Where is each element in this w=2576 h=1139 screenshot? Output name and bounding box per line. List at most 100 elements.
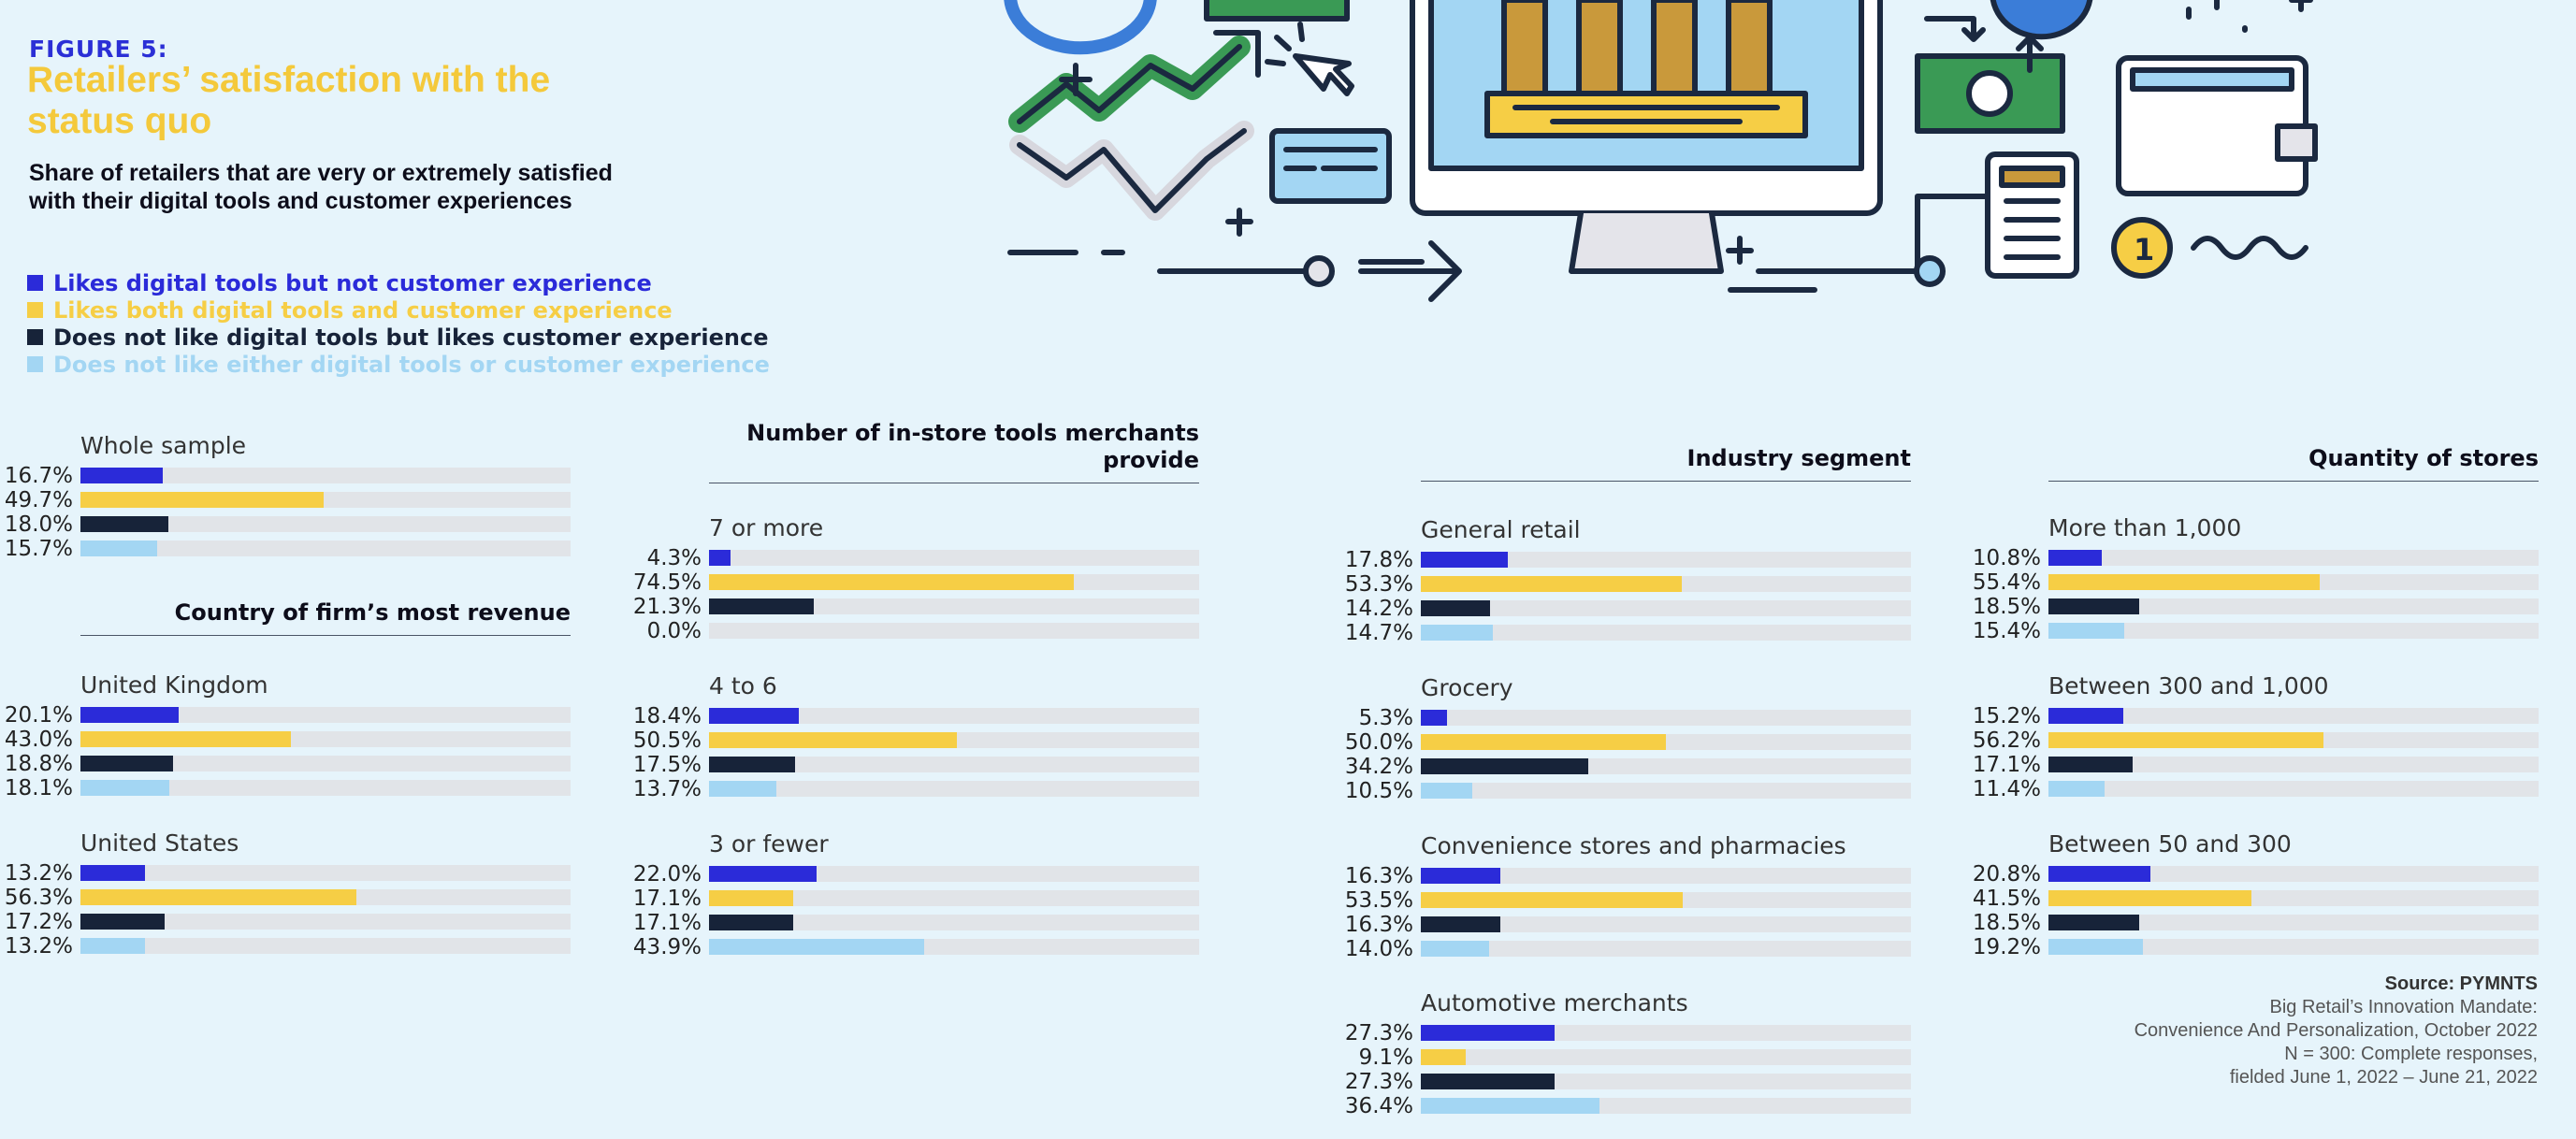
bar-row: 18.5% [1973, 911, 2539, 935]
bar [709, 732, 957, 748]
bar [1421, 941, 1490, 957]
bar-track [1421, 941, 1911, 957]
group-label: Between 50 and 300 [2048, 830, 2292, 858]
bar [2048, 915, 2139, 930]
bar-track [709, 915, 1199, 930]
data-label: 34.2% [1344, 755, 1413, 779]
bar-track [709, 708, 1199, 724]
data-label: 14.7% [1344, 621, 1413, 645]
bar-group: United States 13.2% 56.3% 17.2% 13.2% [5, 829, 571, 960]
bar-track [1421, 625, 1911, 641]
section-title: Quantity of stores [2048, 445, 2539, 482]
bar-row: 17.2% [5, 910, 571, 934]
bar-track [1421, 1049, 1911, 1065]
data-label: 14.2% [1344, 597, 1413, 621]
group-label: Between 300 and 1,000 [2048, 672, 2329, 699]
bar [80, 468, 163, 483]
data-label: 17.1% [1972, 753, 2041, 777]
bar-row: 22.0% [633, 862, 1199, 887]
bar [2048, 757, 2133, 772]
figure-label: FIGURE 5: [29, 36, 168, 63]
bar-row: 20.8% [1973, 862, 2539, 887]
data-label: 10.8% [1972, 546, 2041, 570]
bar-row: 17.5% [633, 753, 1199, 777]
bar-row: 17.1% [633, 887, 1199, 911]
data-label: 14.0% [1344, 937, 1413, 961]
legend-swatch [27, 275, 43, 291]
source-note: Source: PYMNTS Big Retail’s Innovation M… [2135, 973, 2538, 1089]
bar-row: 18.8% [5, 752, 571, 776]
data-label: 18.5% [1972, 595, 2041, 619]
bar-track [709, 866, 1199, 882]
bar-row: 36.4% [1345, 1094, 1911, 1118]
data-label: 15.7% [4, 537, 73, 561]
data-label: 18.5% [1972, 911, 2041, 935]
group-label: 3 or fewer [709, 830, 829, 858]
bar-track [80, 865, 571, 881]
data-label: 18.4% [632, 704, 702, 728]
bar-row: 43.0% [5, 728, 571, 752]
group-label: General retail [1421, 516, 1581, 543]
bar-row: 10.8% [1973, 546, 2539, 570]
bar-track [2048, 866, 2539, 882]
group-label: 4 to 6 [709, 672, 777, 699]
bar-group: General retail 17.8% 53.3% 14.2% 14.7% [1345, 516, 1911, 647]
bar [1421, 576, 1683, 592]
bar [80, 780, 169, 796]
source-line: fielded June 1, 2022 – June 21, 2022 [2229, 1067, 2538, 1088]
bar-track [1421, 552, 1911, 568]
bar-row: 18.4% [633, 704, 1199, 728]
bar-track [2048, 598, 2539, 614]
bar-track [709, 623, 1199, 639]
svg-text:1: 1 [2134, 232, 2154, 267]
bar-track [2048, 939, 2539, 955]
bar [709, 781, 776, 797]
bar-track [1421, 576, 1911, 592]
data-label: 9.1% [1358, 1045, 1413, 1070]
data-label: 56.2% [1972, 728, 2041, 753]
bar-row: 5.3% [1359, 706, 1911, 730]
bar-track [80, 756, 571, 771]
bar-row: 50.5% [633, 728, 1199, 753]
bar-track [1421, 1098, 1911, 1114]
bar-row: 21.3% [633, 595, 1199, 619]
bar-row: 27.3% [1345, 1021, 1911, 1045]
bar [1421, 868, 1501, 884]
bar [2048, 623, 2124, 639]
bar-row: 20.1% [5, 703, 571, 728]
bar-track [80, 707, 571, 723]
bar-track [2048, 890, 2539, 906]
data-label: 20.1% [4, 703, 73, 728]
section-title: Number of in-store tools merchants provi… [709, 420, 1199, 483]
bar [2048, 890, 2252, 906]
bar [709, 574, 1075, 590]
bar [1421, 1049, 1466, 1065]
legend-item: Does not like digital tools but likes cu… [27, 324, 770, 351]
bar [2048, 550, 2102, 566]
source-line: Big Retail’s Innovation Mandate: [2269, 997, 2538, 1017]
bar-row: 10.5% [1345, 779, 1911, 803]
bar-row: 14.0% [1345, 937, 1911, 961]
bar-row: 18.1% [5, 776, 571, 800]
data-label: 43.9% [632, 935, 702, 959]
bar-group: 4 to 6 18.4% 50.5% 17.5% 13.7% [633, 672, 1199, 803]
bar [2048, 781, 2105, 797]
bar-track [2048, 623, 2539, 639]
data-label: 41.5% [1972, 887, 2041, 911]
bar [80, 914, 166, 930]
bar-row: 34.2% [1345, 755, 1911, 779]
bar-group: More than 1,000 10.8% 55.4% 18.5% 15.4% [1973, 514, 2539, 645]
bar [2048, 939, 2143, 955]
data-label: 21.3% [632, 595, 702, 619]
bar-track [80, 731, 571, 747]
legend-item: Likes digital tools but not customer exp… [27, 269, 770, 296]
bar-group: 3 or fewer 22.0% 17.1% 17.1% 43.9% [633, 830, 1199, 961]
bar-track [1421, 892, 1911, 908]
section-title: Country of firm’s most revenue [80, 599, 571, 636]
bar-row: 16.7% [5, 464, 571, 488]
group-label: United Kingdom [80, 671, 268, 699]
bar [80, 707, 180, 723]
bar-row: 13.2% [5, 934, 571, 959]
bar-track [1421, 783, 1911, 799]
bar [80, 756, 173, 771]
